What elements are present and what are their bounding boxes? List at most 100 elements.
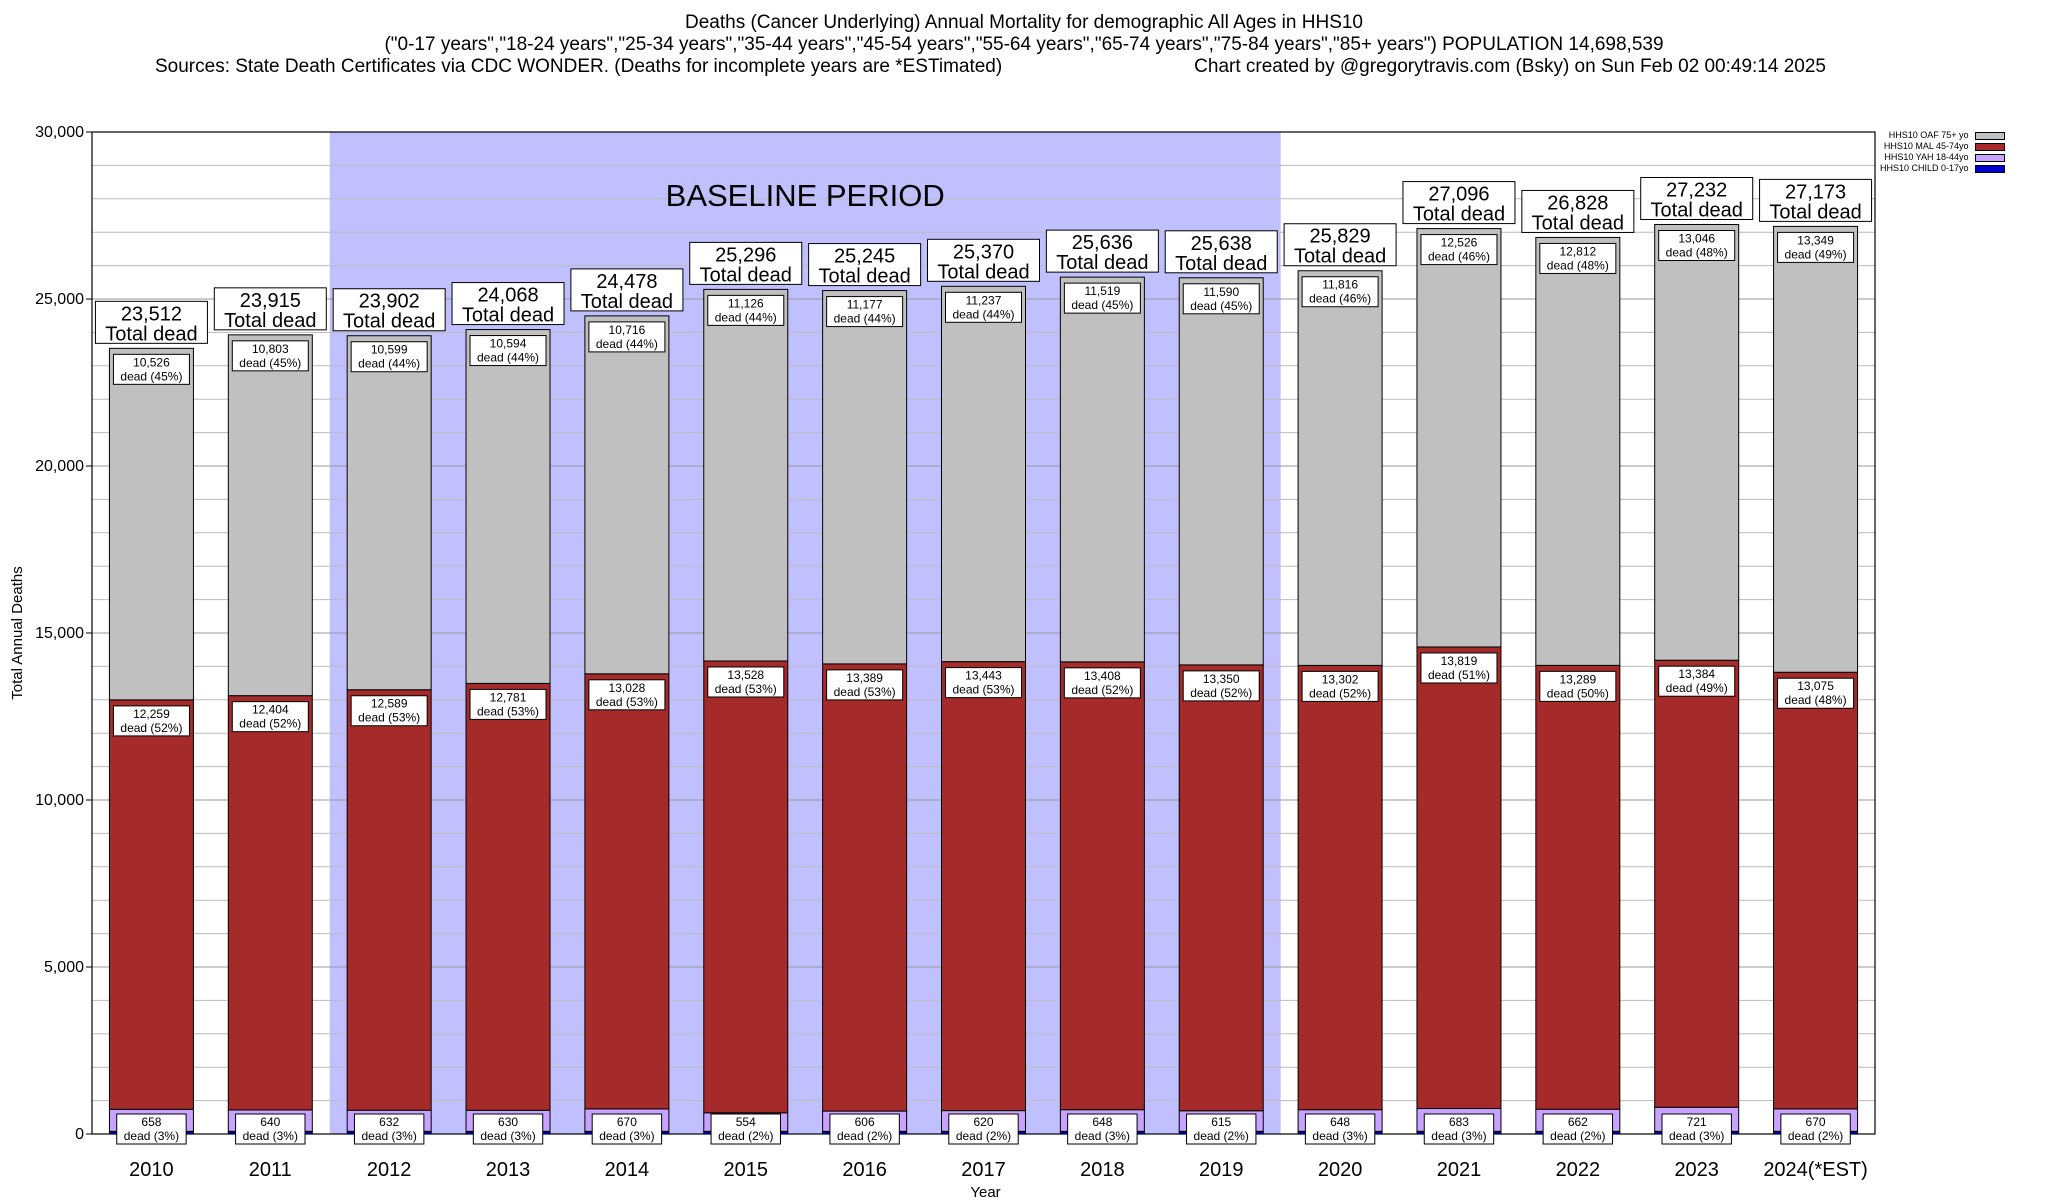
total-box [1640, 176, 1754, 220]
mal-label-value: 13,389 [846, 671, 883, 685]
bar-segment-3-2019 [1178, 277, 1264, 666]
total-box [451, 282, 565, 326]
oaf-label-pct: dead (48%) [1666, 245, 1728, 259]
mal-label-value: 12,259 [133, 707, 170, 721]
bar-segment-2-2020 [1297, 664, 1383, 1111]
total-box [1283, 223, 1397, 267]
bar-segment-2-2021 [1416, 646, 1502, 1110]
yah-label-value: 620 [973, 1115, 993, 1129]
yah-label-pct: dead (3%) [1075, 1129, 1130, 1143]
total-suffix: Total dead [937, 261, 1029, 283]
yah-label-box [829, 1113, 900, 1145]
x-tick-label: 2020 [1318, 1159, 1363, 1181]
mal-label-pct: dead (53%) [477, 704, 539, 718]
bar-segment-2-2012 [346, 689, 432, 1111]
total-suffix: Total dead [1651, 199, 1743, 221]
mal-label-pct: dead (52%) [1190, 686, 1252, 700]
oaf-label-pct: dead (45%) [1071, 298, 1133, 312]
total-value: 25,636 [1072, 232, 1133, 254]
total-box [689, 241, 803, 285]
chart-credit: Chart created by @gregorytravis.com (Bsk… [1194, 56, 1826, 77]
total-value: 25,370 [953, 241, 1014, 263]
x-tick-label: 2013 [486, 1159, 531, 1181]
mal-label-pct: dead (53%) [952, 683, 1014, 697]
yah-label-pct: dead (3%) [599, 1129, 654, 1143]
mal-label-box [350, 695, 428, 727]
bar-segment-3-2018 [1059, 276, 1145, 663]
total-value: 26,828 [1547, 192, 1608, 214]
x-tick-label: 2021 [1437, 1159, 1482, 1181]
bar-segment-2-2014 [584, 673, 670, 1110]
bar-segment-2-2023 [1654, 659, 1740, 1108]
bar-segment-2-2013 [465, 682, 551, 1111]
yah-label-value: 554 [736, 1115, 756, 1129]
bar-segment-3-2013 [465, 329, 551, 684]
x-tick-label: 2011 [249, 1159, 292, 1181]
x-tick-label: 2022 [1556, 1159, 1601, 1181]
x-tick-label: 2010 [129, 1159, 174, 1181]
oaf-label-box [469, 335, 547, 367]
yah-label-box [591, 1113, 663, 1145]
yah-label-value: 630 [498, 1115, 518, 1129]
total-box [927, 238, 1040, 282]
legend-item-yah: HHS10 YAH 18-44yo [1880, 152, 2005, 163]
bar-segment-3-2012 [346, 335, 432, 691]
mal-label-box [1063, 667, 1141, 699]
oaf-label-value: 10,599 [371, 343, 408, 357]
mal-label-box [231, 701, 309, 733]
yah-label-pct: dead (3%) [243, 1129, 298, 1143]
bar-segment-2-2010 [108, 699, 194, 1110]
total-value: 25,296 [715, 244, 776, 266]
oaf-label-box [112, 353, 190, 385]
total-value: 24,478 [596, 271, 657, 293]
total-value: 23,512 [121, 303, 182, 325]
legend-swatch-yah [1974, 153, 2005, 162]
baseline-label: BASELINE PERIOD [666, 178, 945, 213]
legend-item-mal: HHS10 MAL 45-74yo [1880, 141, 2005, 152]
yah-label-value: 662 [1568, 1115, 1588, 1129]
mal-label-pct: dead (53%) [358, 711, 420, 725]
yah-label-box [353, 1113, 425, 1145]
y-axis-label: Total Annual Deaths [9, 566, 26, 699]
mal-label-box [1420, 652, 1498, 684]
chart-subtitle: ("0-17 years","18-24 years","25-34 years… [384, 34, 1664, 55]
y-tick-label: 0 [75, 1126, 84, 1143]
legend-swatch-oaf [1974, 131, 2005, 140]
bar-segment-3-2020 [1297, 270, 1383, 666]
oaf-label-value: 11,519 [1084, 284, 1120, 298]
mal-label-value: 13,408 [1084, 669, 1121, 683]
bar-segment-2-2024(*EST) [1773, 671, 1859, 1110]
yah-label-box [1780, 1113, 1851, 1145]
yah-label-box [710, 1113, 781, 1145]
legend-item-child: HHS10 CHILD 0-17yo [1880, 163, 2005, 174]
oaf-label-value: 11,126 [728, 296, 764, 310]
bar-segment-3-2021 [1416, 228, 1502, 648]
total-suffix: Total dead [224, 310, 316, 332]
bar-segment-3-2016 [822, 290, 908, 665]
y-tick-label: 20,000 [35, 458, 84, 475]
x-tick-label: 2016 [842, 1159, 887, 1181]
mal-label-pct: dead (52%) [120, 721, 182, 735]
total-suffix: Total dead [1056, 252, 1148, 274]
oaf-label-box [945, 291, 1022, 323]
mal-label-box [707, 666, 785, 698]
total-value: 23,915 [240, 290, 301, 312]
yah-label-box [1661, 1113, 1732, 1145]
legend: HHS10 OAF 75+ yo HHS10 MAL 45-74yo HHS10… [1880, 130, 2005, 174]
bar-segment-3-2010 [108, 347, 194, 701]
yah-label-pct: dead (2%) [718, 1129, 773, 1143]
oaf-label-pct: dead (49%) [1785, 247, 1847, 261]
mal-label-pct: dead (50%) [1547, 686, 1609, 700]
mal-label-pct: dead (52%) [1071, 683, 1133, 697]
yah-label-pct: dead (2%) [837, 1129, 892, 1143]
total-suffix: Total dead [343, 311, 435, 333]
oaf-label-value: 10,526 [133, 355, 170, 369]
oaf-label-pct: dead (44%) [358, 357, 420, 371]
mal-label-value: 13,028 [609, 681, 646, 695]
yah-label-box [116, 1113, 187, 1145]
legend-item-oaf: HHS10 OAF 75+ yo [1880, 130, 2005, 141]
legend-swatch-mal [1974, 142, 2005, 151]
y-tick-label: 25,000 [35, 291, 84, 308]
total-box [570, 268, 684, 312]
yah-label-value: 648 [1330, 1115, 1350, 1129]
